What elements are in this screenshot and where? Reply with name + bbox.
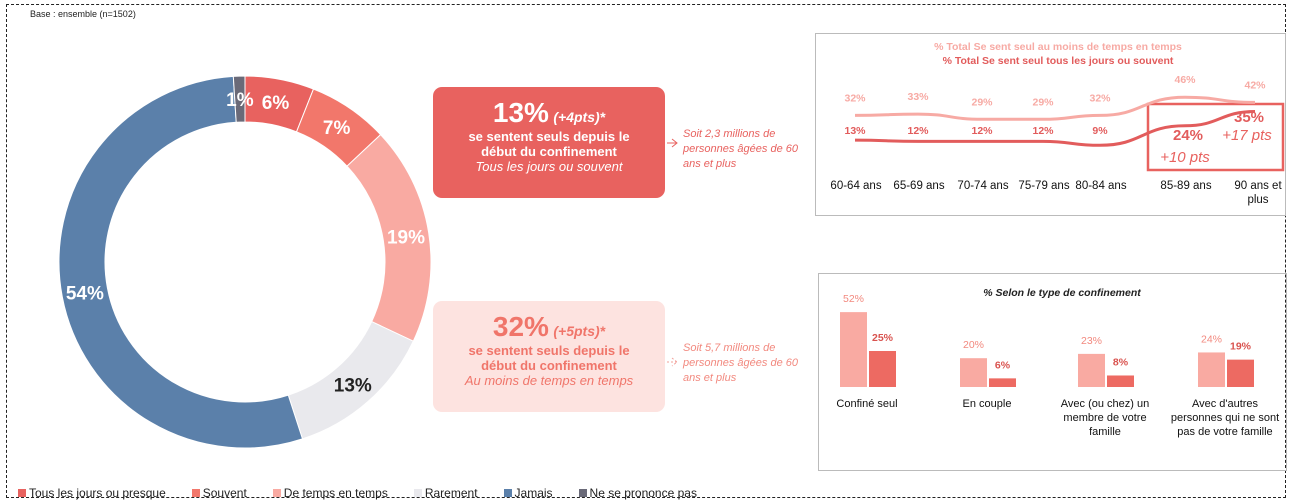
callout: 13% (+4pts)* se sentent seuls depuis le … [433, 87, 665, 198]
bar [869, 351, 896, 387]
legend-swatch [578, 489, 587, 497]
callout-side: Soit 2,3 millions de personnes âgées de … [683, 128, 798, 170]
slice [58, 75, 304, 449]
x-tick-label: 80-84 ans [1075, 180, 1127, 192]
value-label: 46% [1174, 74, 1196, 86]
legend-swatch [272, 489, 281, 497]
value-label: 35% [1234, 109, 1264, 126]
value-label: 25% [872, 332, 894, 344]
bar-title: % Selon le type de confinement [983, 287, 1141, 299]
value-label: 12% [907, 125, 929, 137]
value-label: 9% [1092, 125, 1108, 137]
value-label: 12% [971, 125, 993, 137]
bar [1107, 375, 1134, 387]
x-tick-label: 75-79 ans [1018, 180, 1070, 192]
bar [1198, 352, 1225, 387]
x-tick-label: 65-69 ans [893, 180, 945, 192]
base-note: Base : ensemble (n=1502) [30, 9, 136, 19]
bar [989, 378, 1016, 387]
value-label: 32% [1089, 92, 1111, 104]
slice-label: 19% [387, 228, 425, 249]
callout-value: 13% [492, 97, 549, 128]
legend-label: Jamais [514, 486, 553, 500]
callout-delta: (+4pts)* [553, 109, 606, 125]
slice-label: 7% [323, 118, 351, 139]
value-label: 24% [1173, 127, 1203, 144]
callout-side: Soit 5,7 millions de personnes âgées de … [683, 342, 798, 384]
callout: 32% (+5pts)* se sentent seuls depuis le … [433, 301, 665, 412]
callout-subtext: Au moins de temps en temps [464, 373, 634, 388]
legend-title: % Total Se sent seul au moins de temps e… [934, 41, 1182, 53]
series-line [854, 95, 1256, 121]
legend-item: Ne se prononce pas [578, 486, 697, 500]
value-label: 32% [844, 92, 866, 104]
x-tick-label: En couple [962, 398, 1012, 410]
legend-item: Souvent [191, 486, 247, 500]
bar [1078, 353, 1105, 387]
callout-text: se sentent seuls depuis le début du conf… [468, 129, 630, 159]
legend-label: Souvent [202, 486, 247, 500]
value-label: 29% [971, 96, 993, 108]
frame [6, 4, 1286, 498]
highlight-box [1146, 102, 1285, 172]
legend-label: Tous les jours ou presque [29, 486, 166, 500]
callout-subtext: Tous les jours ou souvent [475, 159, 623, 174]
callout-text: se sentent seuls depuis le début du conf… [468, 343, 630, 373]
legend-label: De temps en temps [283, 486, 388, 500]
value-label: 8% [1113, 356, 1129, 368]
legend-swatch [413, 489, 422, 497]
legend-swatch [503, 489, 512, 497]
x-tick-label: Avec d'autres personnes qui ne sont pas … [1170, 398, 1280, 438]
value-label: 29% [1032, 96, 1054, 108]
value-label: 42% [1244, 79, 1266, 91]
legend-title: % Total Se sent seul tous les jours ou s… [943, 55, 1174, 67]
x-tick-label: 70-74 ans [957, 180, 1009, 192]
legend-item: Rarement [413, 486, 478, 500]
value-label: 12% [1032, 125, 1054, 137]
x-tick-label: 60-64 ans [830, 180, 882, 192]
arrow [667, 357, 678, 367]
bar [1227, 359, 1254, 387]
legend-item: Jamais [503, 486, 553, 500]
value-label: 24% [1201, 333, 1222, 345]
legend-label: Rarement [424, 486, 478, 500]
legend-item: De temps en temps [272, 486, 388, 500]
slice-label: 54% [66, 284, 104, 305]
legend-swatch [191, 489, 200, 497]
bar [840, 312, 867, 387]
line-panel [815, 33, 1286, 216]
slice [232, 75, 246, 123]
x-tick-label: 85-89 ans [1160, 180, 1212, 192]
bar-panel [818, 273, 1287, 471]
slice-label: 1% [226, 90, 254, 111]
x-tick-label: 90 ans et plus [1234, 180, 1282, 206]
callout-value: 32% [492, 311, 549, 342]
legend: Tous les jours ou presque Souvent De temps… [18, 486, 697, 500]
annotation: +10 pts [1160, 149, 1210, 166]
annotation: +17 pts [1222, 127, 1272, 144]
value-label: 52% [843, 293, 864, 305]
legend-label: Ne se prononce pas [589, 486, 697, 500]
arrow [667, 138, 678, 148]
value-label: 33% [907, 91, 929, 103]
legend-item: Tous les jours ou presque [18, 486, 166, 500]
bar [960, 358, 987, 387]
series-line [854, 110, 1256, 147]
value-label: 13% [844, 125, 866, 137]
callout-delta: (+5pts)* [553, 323, 606, 339]
x-tick-label: Confiné seul [836, 398, 898, 410]
value-label: 6% [995, 359, 1011, 371]
value-label: 19% [1230, 341, 1252, 353]
x-tick-label: Avec (ou chez) un membre de votre famill… [1060, 398, 1150, 438]
slice-label: 6% [262, 93, 290, 114]
value-label: 20% [963, 339, 984, 351]
slice-label: 13% [334, 375, 372, 396]
value-label: 23% [1081, 335, 1102, 347]
legend-swatch [18, 489, 26, 497]
